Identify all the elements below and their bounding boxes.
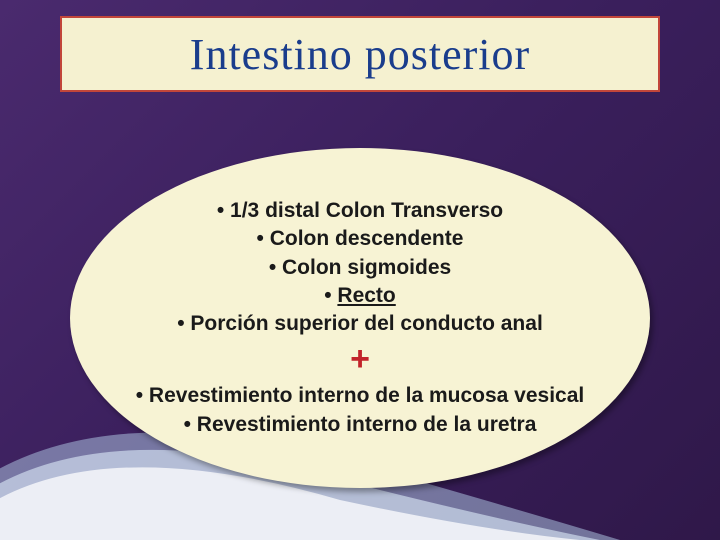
bullet-text: 1/3 distal Colon Transverso	[230, 199, 503, 222]
bullet-item: • Colon sigmoides	[269, 254, 451, 282]
bullet-glyph: •	[177, 312, 190, 335]
bullet-item: • Revestimiento interno de la uretra	[184, 411, 537, 439]
bullet-text: Revestimiento interno de la mucosa vesic…	[149, 384, 584, 407]
bullet-glyph: •	[257, 227, 270, 250]
bullet-item: • 1/3 distal Colon Transverso	[217, 197, 503, 225]
bullet-item: • Revestimiento interno de la mucosa ves…	[136, 382, 585, 410]
bullet-glyph: •	[269, 256, 282, 279]
bullet-text: Revestimiento interno de la uretra	[197, 413, 537, 436]
bullet-text: Colon sigmoides	[282, 256, 451, 279]
ellipse-content: • 1/3 distal Colon Transverso • Colon de…	[70, 148, 650, 488]
slide-title: Intestino posterior	[190, 29, 530, 80]
bullet-glyph: •	[217, 199, 230, 222]
bullet-glyph: •	[324, 284, 337, 307]
bullet-text: Recto	[337, 284, 395, 307]
title-box: Intestino posterior	[60, 16, 660, 92]
bullet-text: Colon descendente	[270, 227, 464, 250]
bullet-item: • Porción superior del conducto anal	[177, 310, 543, 338]
bullet-glyph: •	[136, 384, 149, 407]
bullet-item: • Recto	[324, 282, 396, 310]
bullet-item: • Colon descendente	[257, 225, 464, 253]
bullet-glyph: •	[184, 413, 197, 436]
plus-separator: +	[350, 341, 370, 378]
content-ellipse: • 1/3 distal Colon Transverso • Colon de…	[70, 148, 650, 488]
bullet-text: Porción superior del conducto anal	[190, 312, 542, 335]
